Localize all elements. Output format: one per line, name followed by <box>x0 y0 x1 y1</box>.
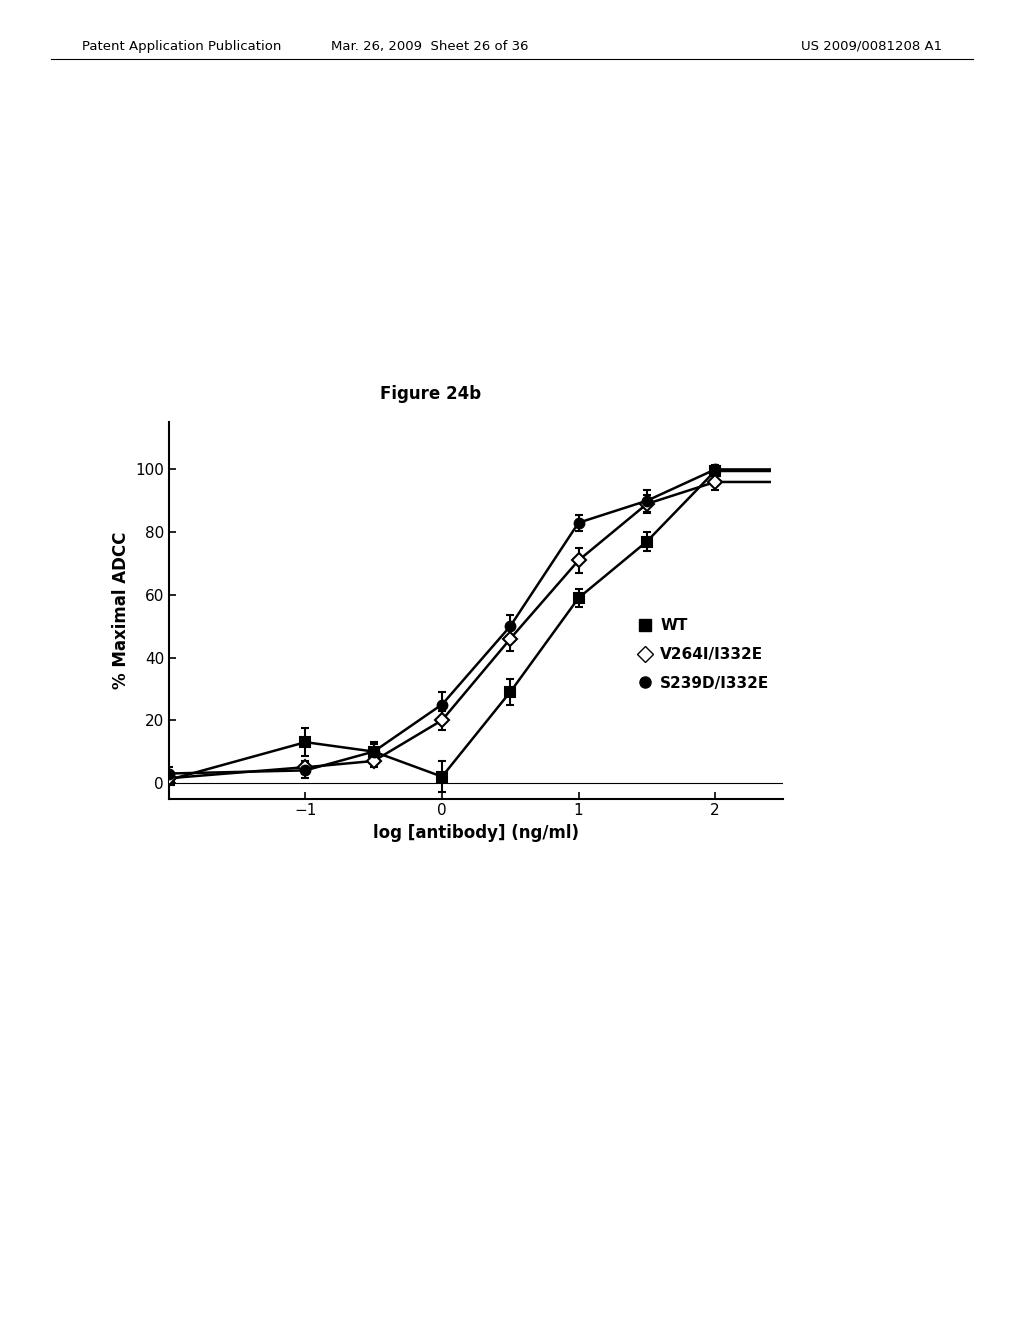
Text: Mar. 26, 2009  Sheet 26 of 36: Mar. 26, 2009 Sheet 26 of 36 <box>332 40 528 53</box>
Legend: WT, V264I/I332E, S239D/I332E: WT, V264I/I332E, S239D/I332E <box>632 612 776 697</box>
Text: Patent Application Publication: Patent Application Publication <box>82 40 282 53</box>
Text: Figure 24b: Figure 24b <box>380 384 480 403</box>
X-axis label: log [antibody] (ng/ml): log [antibody] (ng/ml) <box>373 824 580 842</box>
Y-axis label: % Maximal ADCC: % Maximal ADCC <box>112 532 130 689</box>
Text: US 2009/0081208 A1: US 2009/0081208 A1 <box>801 40 942 53</box>
